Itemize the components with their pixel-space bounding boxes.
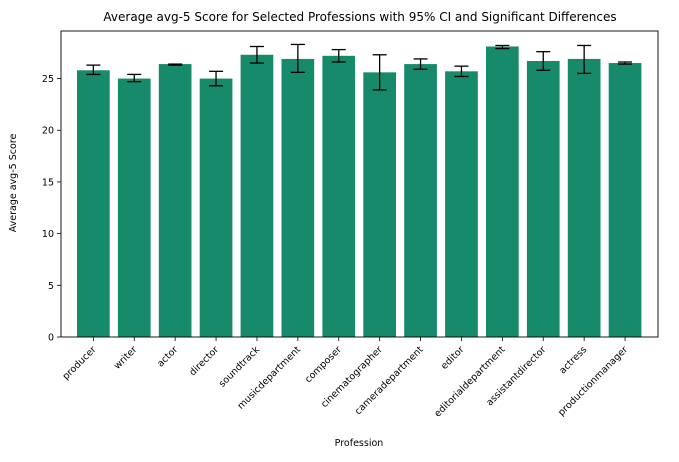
- bar-composer: [322, 55, 356, 337]
- bar-productionmanager: [608, 63, 642, 337]
- bar-cameradepartment: [404, 64, 437, 337]
- x-tick-label-actress: actress: [557, 344, 589, 376]
- x-tick-label-producer: producer: [61, 344, 99, 382]
- x-tick-label-director: director: [187, 344, 221, 378]
- x-tick-label-composer: composer: [303, 344, 344, 385]
- bar-producer: [77, 70, 110, 337]
- bar-musicdepartment: [281, 58, 315, 337]
- x-tick-label-editorialdepartment: editorialdepartment: [432, 344, 507, 419]
- y-tick-label-15: 15: [42, 177, 54, 188]
- bar-editorialdepartment: [486, 46, 519, 338]
- bar-soundtrack: [240, 54, 274, 337]
- bar-editor: [445, 71, 478, 337]
- y-tick-label-10: 10: [42, 229, 54, 240]
- chart-title: Average avg-5 Score for Selected Profess…: [103, 10, 616, 24]
- y-tick-label-25: 25: [42, 74, 54, 85]
- bar-assistantdirector: [526, 60, 560, 337]
- bar-actor: [158, 64, 192, 337]
- x-tick-label-actor: actor: [155, 344, 180, 369]
- x-axis-label: Profession: [335, 438, 384, 449]
- bar-writer: [117, 78, 151, 338]
- y-axis-label: Average avg-5 Score: [8, 134, 19, 233]
- y-tick-label-0: 0: [48, 333, 54, 344]
- plot-frame: [60, 30, 659, 338]
- bar-cinematographer: [363, 72, 396, 337]
- x-tick-label-editor: editor: [439, 344, 467, 372]
- bar-director: [199, 78, 233, 338]
- x-tick-label-writer: writer: [112, 344, 139, 371]
- plot-area: producer writer actor directorsoundtrackmus…: [42, 30, 659, 419]
- y-tick-label-20: 20: [42, 126, 54, 137]
- bar-actress: [567, 58, 601, 337]
- y-tick-label-5: 5: [48, 281, 54, 292]
- x-tick-label-cameradepartment: cameradepartment: [353, 344, 426, 417]
- x-tick-label-productionmanager: productionmanager: [556, 344, 630, 418]
